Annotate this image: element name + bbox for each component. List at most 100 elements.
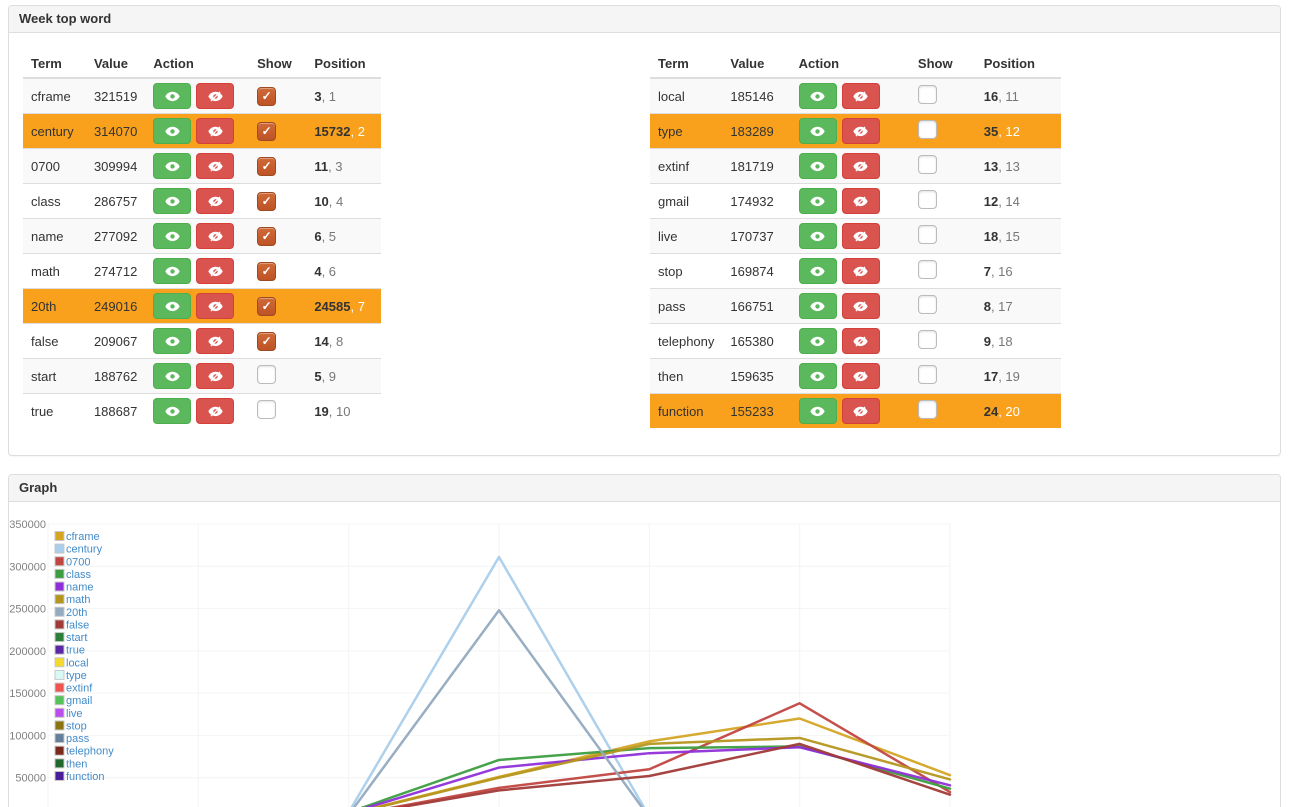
legend-swatch-stop[interactable] — [54, 720, 65, 731]
show-series-button[interactable] — [153, 328, 192, 354]
hide-series-button[interactable] — [196, 328, 235, 354]
show-checkbox[interactable] — [917, 365, 937, 384]
show-series-button[interactable] — [798, 293, 837, 319]
legend-swatch-start[interactable] — [54, 632, 65, 643]
legend-label-start[interactable]: start — [66, 632, 87, 644]
show-series-button[interactable] — [153, 118, 192, 144]
legend-swatch-live[interactable] — [54, 707, 65, 718]
show-checkbox[interactable] — [917, 400, 937, 419]
show-checkbox[interactable] — [917, 260, 937, 279]
show-series-button[interactable] — [153, 83, 192, 109]
legend-label-live[interactable]: live — [66, 708, 83, 720]
legend-label-type[interactable]: type — [66, 670, 87, 682]
table-row[interactable]: true 188687 19, 10 — [23, 393, 381, 428]
show-series-button[interactable] — [798, 153, 837, 179]
legend-swatch-telephony[interactable] — [54, 745, 65, 756]
show-series-button[interactable] — [798, 258, 837, 284]
hide-series-button[interactable] — [841, 328, 880, 354]
show-series-button[interactable] — [798, 188, 837, 214]
legend-swatch-name[interactable] — [54, 581, 65, 592]
hide-series-button[interactable] — [841, 118, 880, 144]
hide-series-button[interactable] — [196, 83, 235, 109]
legend-swatch-century[interactable] — [54, 543, 65, 554]
show-checkbox[interactable] — [257, 331, 277, 351]
legend-label-false[interactable]: false — [66, 619, 89, 631]
show-series-button[interactable] — [153, 223, 192, 249]
table-row[interactable]: extinf 181719 13, 13 — [650, 148, 1062, 184]
hide-series-button[interactable] — [841, 223, 880, 249]
legend-swatch-math[interactable] — [54, 594, 65, 605]
legend-label-function[interactable]: function — [66, 771, 105, 783]
legend-label-cframe[interactable]: cframe — [66, 531, 100, 543]
show-checkbox[interactable] — [257, 400, 277, 419]
show-checkbox[interactable] — [257, 191, 277, 211]
show-checkbox[interactable] — [917, 155, 937, 174]
hide-series-button[interactable] — [196, 153, 235, 179]
hide-series-button[interactable] — [196, 258, 235, 284]
legend-label-name[interactable]: name — [66, 582, 94, 594]
table-row[interactable]: local 185146 16, 11 — [650, 77, 1062, 114]
legend-swatch-cframe[interactable] — [54, 531, 65, 541]
show-checkbox[interactable] — [917, 295, 937, 314]
hide-series-button[interactable] — [841, 153, 880, 179]
table-row[interactable]: then 159635 17, 19 — [650, 358, 1062, 394]
legend-label-true[interactable]: true — [66, 645, 85, 657]
hide-series-button[interactable] — [841, 363, 880, 389]
legend-swatch-type[interactable] — [54, 669, 65, 680]
show-checkbox[interactable] — [917, 85, 937, 104]
legend-label-then[interactable]: then — [66, 758, 87, 770]
legend-swatch-class[interactable] — [54, 568, 65, 579]
show-checkbox[interactable] — [917, 120, 937, 139]
show-series-button[interactable] — [798, 83, 837, 109]
hide-series-button[interactable] — [196, 363, 235, 389]
hide-series-button[interactable] — [841, 398, 880, 424]
show-checkbox[interactable] — [917, 225, 937, 244]
legend-label-extinf[interactable]: extinf — [66, 683, 93, 695]
legend-label-20th[interactable]: 20th — [66, 607, 87, 619]
legend-label-class[interactable]: class — [66, 569, 92, 581]
legend-label-math[interactable]: math — [66, 594, 90, 606]
legend-swatch-extinf[interactable] — [54, 682, 65, 693]
show-series-button[interactable] — [153, 188, 192, 214]
legend-swatch-false[interactable] — [54, 619, 65, 630]
hide-series-button[interactable] — [196, 293, 235, 319]
hide-series-button[interactable] — [841, 293, 880, 319]
show-series-button[interactable] — [153, 153, 192, 179]
hide-series-button[interactable] — [196, 118, 235, 144]
table-row[interactable]: stop 169874 7, 16 — [650, 253, 1062, 289]
legend-swatch-function[interactable] — [54, 770, 65, 781]
table-row[interactable]: gmail 174932 12, 14 — [650, 183, 1062, 219]
legend-label-stop[interactable]: stop — [66, 720, 87, 732]
show-checkbox[interactable] — [257, 86, 277, 106]
hide-series-button[interactable] — [841, 83, 880, 109]
legend-label-gmail[interactable]: gmail — [66, 695, 92, 707]
table-row[interactable]: function 155233 24, 20 — [650, 393, 1062, 428]
legend-swatch-0700[interactable] — [54, 556, 65, 567]
show-series-button[interactable] — [798, 363, 837, 389]
legend-label-local[interactable]: local — [66, 657, 89, 669]
table-row[interactable]: start 188762 5, 9 — [23, 358, 381, 394]
show-checkbox[interactable] — [257, 156, 277, 176]
show-series-button[interactable] — [798, 223, 837, 249]
show-series-button[interactable] — [153, 363, 192, 389]
legend-label-pass[interactable]: pass — [66, 733, 90, 745]
show-series-button[interactable] — [798, 398, 837, 424]
show-checkbox[interactable] — [257, 261, 277, 281]
legend-label-telephony[interactable]: telephony — [66, 746, 114, 758]
legend-swatch-gmail[interactable] — [54, 695, 65, 706]
show-checkbox[interactable] — [257, 296, 277, 316]
table-row[interactable]: type 183289 35, 12 — [650, 113, 1062, 149]
legend-swatch-local[interactable] — [54, 657, 65, 668]
show-checkbox[interactable] — [917, 330, 937, 349]
legend-swatch-pass[interactable] — [54, 733, 65, 744]
show-checkbox[interactable] — [257, 121, 277, 141]
show-series-button[interactable] — [153, 398, 192, 424]
